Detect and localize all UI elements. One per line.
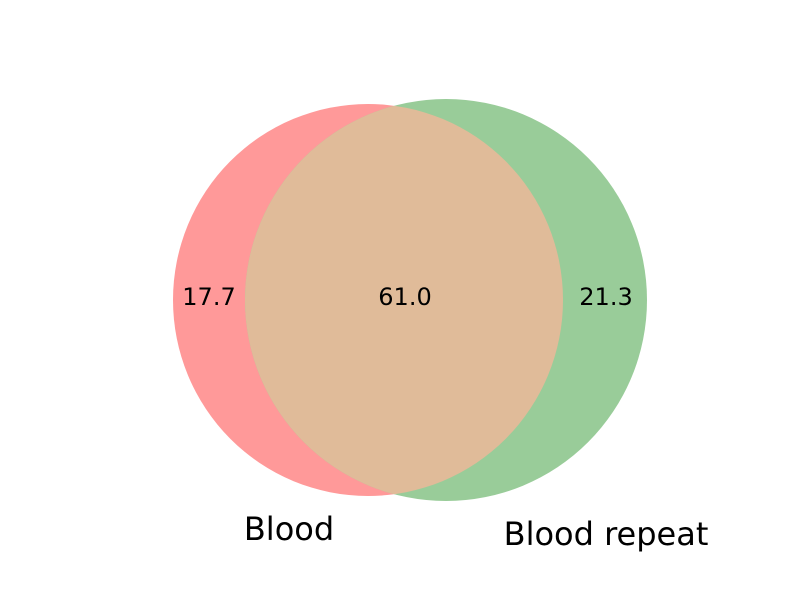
intersection-value-label: 61.0 xyxy=(378,283,431,311)
set-b-label: Blood repeat xyxy=(504,515,709,553)
only-a-value-label: 17.7 xyxy=(182,283,235,311)
set-a-label: Blood xyxy=(244,510,334,548)
only-b-value-label: 21.3 xyxy=(579,283,632,311)
